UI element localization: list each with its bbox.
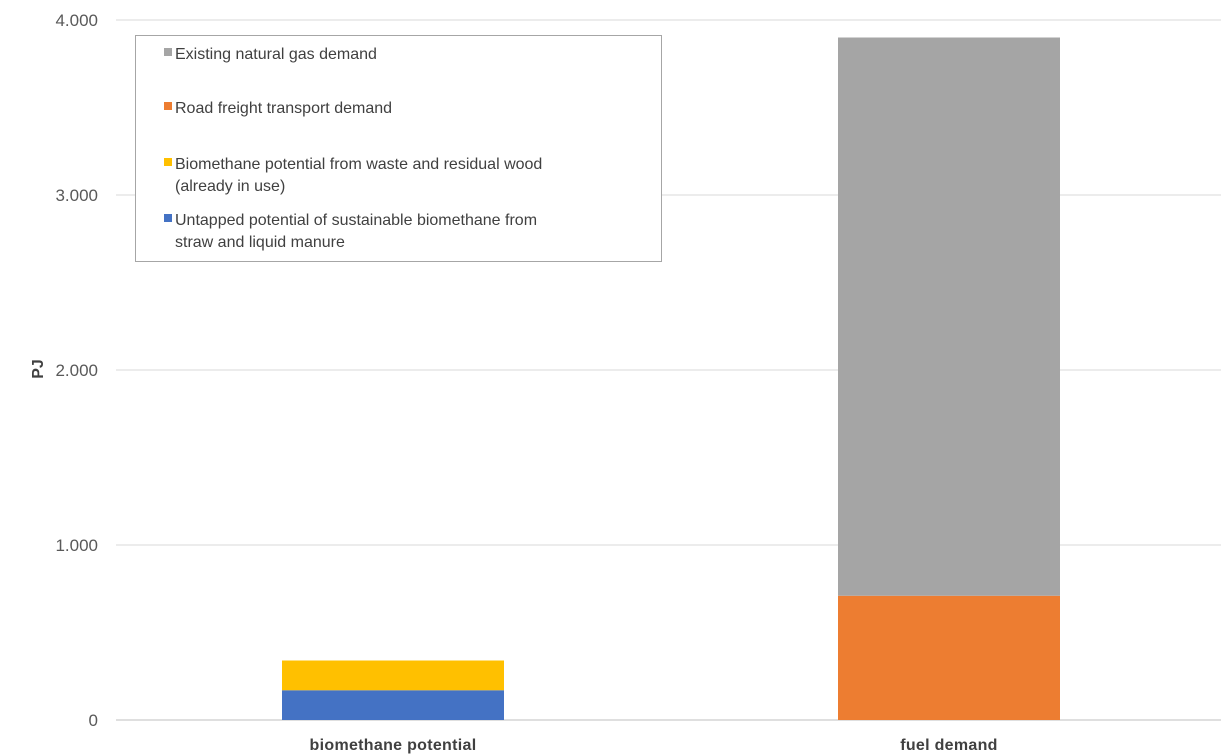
x-tick-label: fuel demand — [900, 737, 998, 754]
bars — [282, 37, 1060, 720]
legend-label: Untapped potential of sustainable biomet… — [175, 212, 537, 229]
bar-segment — [282, 660, 504, 691]
legend-label: straw and liquid manure — [175, 234, 345, 251]
legend-swatch — [164, 214, 172, 222]
y-tick-label: 3.000 — [55, 186, 98, 205]
bar-segment — [838, 595, 1060, 720]
legend-label: (already in use) — [175, 178, 285, 195]
y-tick-label: 1.000 — [55, 536, 98, 555]
x-axis-labels: biomethane potential fuel demand — [310, 737, 998, 754]
y-axis-ticks: 0 1.000 2.000 3.000 4.000 — [55, 11, 98, 730]
legend-swatch — [164, 48, 172, 56]
legend-swatch — [164, 158, 172, 166]
legend-label: Biomethane potential from waste and resi… — [175, 156, 542, 173]
y-tick-label: 4.000 — [55, 11, 98, 30]
legend-box — [135, 35, 662, 262]
legend-label: Road freight transport demand — [175, 100, 392, 117]
x-tick-label: biomethane potential — [310, 737, 477, 754]
legend: Existing natural gas demand Road freight … — [135, 35, 662, 262]
y-tick-label: 0 — [89, 711, 98, 730]
y-tick-label: 2.000 — [55, 361, 98, 380]
legend-label: Existing natural gas demand — [175, 46, 377, 63]
y-axis-title: PJ — [30, 359, 47, 379]
legend-swatch — [164, 102, 172, 110]
bar-segment — [282, 690, 504, 720]
bar-segment — [838, 37, 1060, 596]
